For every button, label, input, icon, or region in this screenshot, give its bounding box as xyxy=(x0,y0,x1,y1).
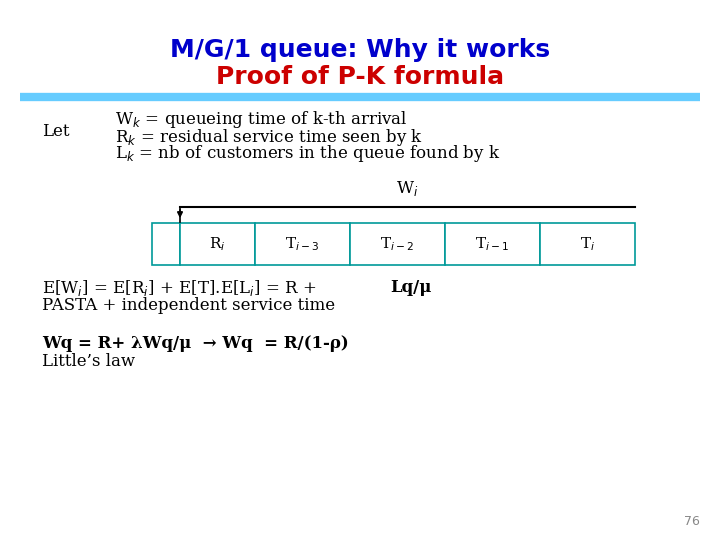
Text: 76: 76 xyxy=(684,515,700,528)
Bar xyxy=(180,223,255,265)
Bar xyxy=(255,223,350,265)
Text: Proof of P-K formula: Proof of P-K formula xyxy=(216,65,504,89)
Bar xyxy=(152,223,180,265)
Text: W$_i$: W$_i$ xyxy=(396,179,419,198)
Text: Lq/μ: Lq/μ xyxy=(390,280,431,296)
Text: Little’s law: Little’s law xyxy=(42,354,135,370)
Text: T$_i$: T$_i$ xyxy=(580,235,595,253)
Text: PASTA + independent service time: PASTA + independent service time xyxy=(42,298,335,314)
Text: M/G/1 queue: Why it works: M/G/1 queue: Why it works xyxy=(170,38,550,62)
Text: L$_k$ = nb of customers in the queue found by k: L$_k$ = nb of customers in the queue fou… xyxy=(115,144,500,165)
Text: E[W$_i$] = E[R$_i$] + E[T].E[L$_i$] = R +: E[W$_i$] = E[R$_i$] + E[T].E[L$_i$] = R … xyxy=(42,278,318,298)
Text: Let: Let xyxy=(42,124,70,140)
Text: R$_i$: R$_i$ xyxy=(210,235,226,253)
Bar xyxy=(445,223,540,265)
Text: R$_k$ = residual service time seen by k: R$_k$ = residual service time seen by k xyxy=(115,126,423,147)
Bar xyxy=(350,223,445,265)
Bar xyxy=(540,223,635,265)
Text: T$_{i-2}$: T$_{i-2}$ xyxy=(380,235,415,253)
Text: W$_k$ = queueing time of k-th arrival: W$_k$ = queueing time of k-th arrival xyxy=(115,110,408,131)
Text: T$_{i-3}$: T$_{i-3}$ xyxy=(285,235,320,253)
Text: Wq = R+ λWq/μ  → Wq  = R/(1-ρ): Wq = R+ λWq/μ → Wq = R/(1-ρ) xyxy=(42,335,348,353)
Text: T$_{i-1}$: T$_{i-1}$ xyxy=(475,235,510,253)
